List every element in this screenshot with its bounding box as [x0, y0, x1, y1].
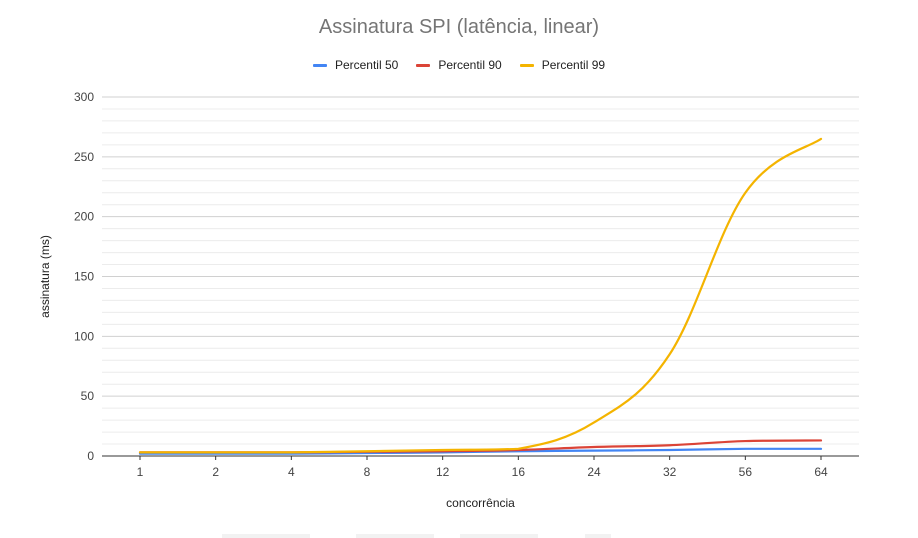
y-tick-label: 150 [74, 270, 94, 284]
x-tick-label: 4 [288, 465, 295, 479]
x-tick-label: 8 [364, 465, 371, 479]
legend-item-series-2[interactable]: Percentil 99 [519, 58, 606, 72]
legend-swatch-series-0 [312, 63, 327, 67]
y-tick-label: 100 [74, 329, 94, 343]
y-tick-label: 0 [87, 449, 94, 463]
footer-placeholder [460, 534, 538, 538]
legend-item-series-0[interactable]: Percentil 50 [312, 58, 399, 72]
x-tick-label: 16 [512, 465, 526, 479]
x-axis-title: concorrência [446, 496, 515, 510]
chart-title: Assinatura SPI (latência, linear) [318, 16, 600, 38]
y-axis-title: assinatura (ms) [38, 235, 52, 318]
legend-label-series-2: Percentil 99 [541, 58, 606, 72]
y-tick-label: 300 [74, 90, 94, 104]
x-tick-label: 32 [663, 465, 677, 479]
footer-placeholder [222, 534, 310, 538]
legend-label-series-0: Percentil 50 [334, 58, 399, 72]
x-tick-label: 1 [137, 465, 144, 479]
x-tick-label: 2 [212, 465, 219, 479]
legend-swatch-series-1 [416, 63, 431, 67]
x-tick-label: 56 [739, 465, 753, 479]
x-tick-label: 12 [436, 465, 450, 479]
legend-swatch-series-2 [519, 63, 534, 67]
series-line-2 [138, 137, 823, 454]
y-tick-label: 250 [74, 150, 94, 164]
footer-placeholder [356, 534, 434, 538]
y-tick-label: 50 [81, 389, 95, 403]
x-tick-label: 64 [814, 465, 828, 479]
legend-label-series-1: Percentil 90 [438, 58, 502, 72]
chart-legend: Percentil 50 Percentil 90 Percentil 99 [0, 58, 918, 72]
y-tick-label: 200 [74, 210, 94, 224]
footer-placeholder [585, 534, 611, 538]
x-tick-label: 24 [587, 465, 601, 479]
legend-item-series-1[interactable]: Percentil 90 [416, 58, 502, 72]
